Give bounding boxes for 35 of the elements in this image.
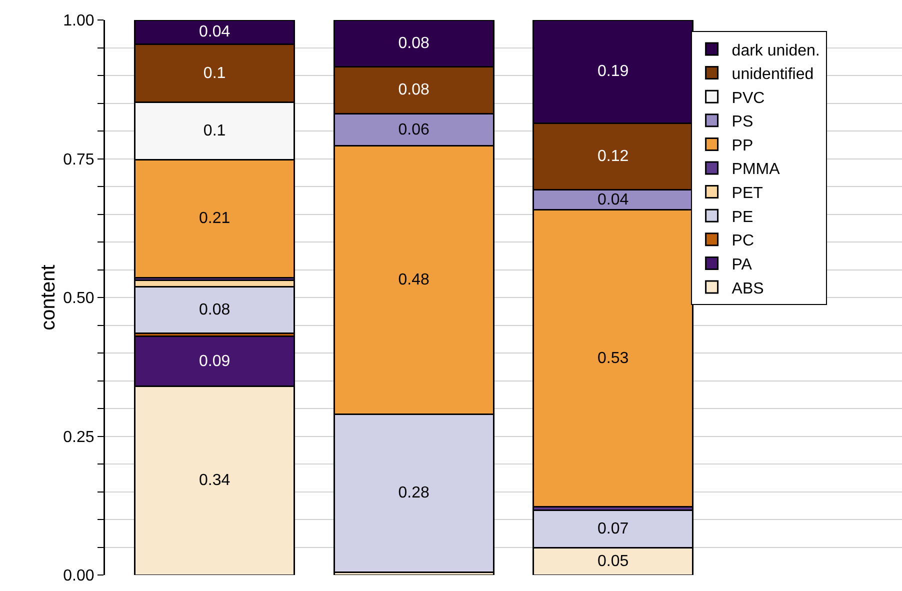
- y-tick-label: 0.25: [63, 428, 94, 446]
- data-label: 0.48: [398, 272, 430, 289]
- y-tick-label: 1.00: [63, 12, 94, 30]
- data-label: 0.05: [597, 552, 629, 570]
- data-label: 0.04: [597, 191, 629, 208]
- data-label: 0.1: [203, 122, 226, 140]
- legend-label: PP: [732, 137, 754, 154]
- data-label: 0.06: [398, 121, 430, 138]
- data-label: 0.08: [398, 82, 430, 99]
- legend-label: dark uniden.: [732, 42, 820, 60]
- data-label: 0.21: [198, 210, 230, 228]
- y-axis-title: content: [38, 264, 60, 330]
- legend-label: PVC: [732, 90, 765, 107]
- legend-label: ABS: [732, 280, 764, 298]
- y-tick-label: 0.50: [63, 290, 94, 308]
- data-label: 0.12: [597, 148, 629, 166]
- data-label: 0.28: [398, 484, 430, 502]
- data-label: 0.1: [203, 64, 226, 82]
- legend-label: PE: [732, 208, 754, 226]
- data-label: 0.08: [198, 301, 230, 318]
- y-tick-label: 0.00: [63, 568, 94, 585]
- data-label: 0.34: [198, 472, 230, 490]
- legend-label: unidentified: [732, 66, 814, 84]
- data-label: 0.07: [597, 520, 629, 538]
- legend-label: PET: [732, 185, 764, 202]
- data-label: 0.53: [597, 350, 629, 367]
- legend-label: PS: [732, 114, 754, 131]
- data-label: 0.04: [198, 24, 230, 41]
- data-label: 0.08: [398, 34, 430, 52]
- data-label: 0.09: [198, 352, 230, 370]
- y-tick-label: 0.75: [63, 151, 94, 168]
- legend-label: PC: [732, 232, 754, 250]
- legend-label: PMMA: [732, 161, 780, 178]
- data-label: 0.19: [597, 63, 629, 80]
- legend-label: PA: [732, 256, 752, 274]
